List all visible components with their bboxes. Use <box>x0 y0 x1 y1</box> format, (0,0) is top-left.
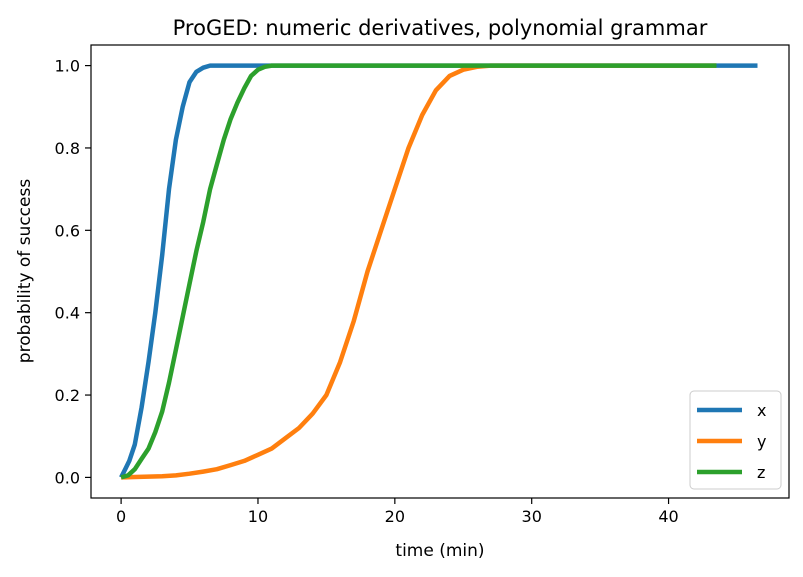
x-tick-label: 20 <box>385 507 405 526</box>
series-line-x <box>119 63 758 479</box>
y-tick-label: 1.0 <box>55 57 80 76</box>
x-tick-label: 40 <box>658 507 678 526</box>
plot-frame <box>90 44 790 499</box>
x-axis: 0 10 20 30 40 <box>116 498 679 526</box>
y-tick-label: 0.0 <box>55 468 80 487</box>
x-tick-label: 0 <box>116 507 126 526</box>
x-tick-label: 10 <box>248 507 268 526</box>
y-tick-label: 0.8 <box>55 139 80 158</box>
legend-label-z: z <box>757 463 765 482</box>
series-line-z <box>120 63 717 480</box>
series-line-y <box>121 63 717 480</box>
y-axis-label: probability of success <box>15 179 35 364</box>
chart-title: ProGED: numeric derivatives, polynomial … <box>173 16 708 40</box>
legend: xyz <box>689 390 782 490</box>
y-tick-label: 0.6 <box>55 221 80 240</box>
legend-label-y: y <box>757 432 766 451</box>
x-axis-label: time (min) <box>395 541 484 561</box>
y-tick-label: 0.2 <box>55 386 80 405</box>
x-tick-label: 30 <box>522 507 542 526</box>
y-axis: 0.0 0.2 0.4 0.6 0.8 1.0 <box>55 57 91 487</box>
y-tick-label: 0.4 <box>55 304 80 323</box>
series-lines <box>119 63 758 480</box>
legend-label-x: x <box>757 401 766 420</box>
